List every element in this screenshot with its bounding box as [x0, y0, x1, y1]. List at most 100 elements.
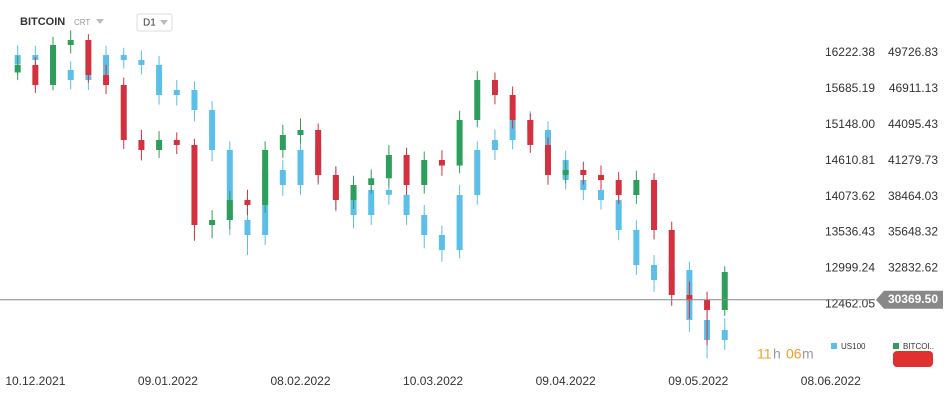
candle-body	[368, 178, 375, 185]
candle-body	[421, 215, 428, 236]
y2-tick-label: 49726.83	[888, 45, 938, 59]
timer-hours: 11	[757, 346, 772, 362]
candle-body	[491, 80, 498, 95]
candle-body	[32, 64, 39, 86]
candle-body	[651, 180, 658, 230]
legend-swatch	[893, 343, 899, 349]
y-tick-label: 12999.24	[825, 261, 875, 275]
candle-body	[721, 330, 728, 340]
candle-body	[191, 89, 198, 111]
candle-body	[191, 145, 198, 225]
y-tick-label: 15685.19	[825, 81, 875, 95]
candle-body	[368, 190, 375, 216]
candle-body	[456, 120, 463, 166]
candle-body	[297, 149, 304, 186]
y-tick-label: 13536.43	[825, 225, 875, 239]
y-tick-label: 12462.05	[825, 296, 875, 310]
candle-body	[474, 149, 481, 196]
candle-body	[438, 235, 445, 251]
candle-body	[704, 299, 711, 310]
candle-body	[209, 219, 216, 225]
timer-minutes: 06	[786, 346, 802, 362]
candle-body	[721, 271, 728, 310]
interval[interactable]: D1	[143, 18, 156, 29]
price-badge	[876, 290, 943, 309]
candle-body	[615, 199, 622, 230]
y-tick-label: 14610.81	[825, 153, 875, 167]
dropdown-caret[interactable]	[160, 20, 168, 25]
x-tick-label: 09.01.2022	[138, 374, 198, 388]
y-tick-label: 15148.00	[825, 117, 875, 131]
candle-body	[668, 229, 675, 295]
candle-body	[85, 40, 92, 76]
x-tick-label: 09.05.2022	[668, 374, 728, 388]
candle-body	[633, 229, 640, 266]
candle-body	[385, 190, 392, 195]
candle-body	[421, 159, 428, 185]
candle-body	[138, 139, 145, 151]
candle-body	[580, 170, 587, 176]
candle-body	[279, 170, 286, 186]
y2-tick-label: 44095.43	[888, 117, 938, 131]
x-tick-label: 08.02.2022	[270, 374, 330, 388]
candle-body	[474, 80, 481, 121]
candle-body	[527, 120, 534, 146]
y-tick-label: 14073.62	[825, 189, 875, 203]
candle-body	[598, 190, 605, 200]
symbol[interactable]: BITCOIN	[20, 16, 65, 28]
dropdown-caret[interactable]	[96, 19, 104, 24]
candle-body	[209, 110, 216, 150]
y2-tick-label: 32832.62	[888, 261, 938, 275]
candle-body	[544, 145, 551, 176]
candle-body	[262, 150, 269, 205]
current-price-label: 30369.50	[888, 292, 938, 306]
y2-tick-label: 41279.73	[888, 153, 938, 167]
candle-body	[456, 195, 463, 251]
candle-body	[403, 194, 410, 216]
candle-body	[598, 175, 605, 181]
candle-body	[615, 180, 622, 195]
candle-body	[173, 139, 180, 146]
y2-tick-label: 46911.13	[889, 81, 938, 95]
timer-m: m	[802, 346, 814, 362]
candle-body	[156, 139, 163, 151]
x-tick-label: 10.03.2022	[403, 374, 463, 388]
candle-body	[244, 199, 251, 205]
candle-body	[491, 140, 498, 150]
candle-body	[156, 64, 163, 95]
candle-body	[226, 199, 233, 220]
candle-body	[120, 85, 127, 140]
sell-button[interactable]	[893, 351, 933, 367]
candle-body	[226, 149, 233, 221]
candle-body	[120, 55, 127, 60]
x-tick-label: 09.04.2022	[536, 374, 596, 388]
candle-body	[67, 40, 74, 46]
candle-body	[332, 175, 339, 200]
candle-body	[315, 129, 322, 176]
candle-body	[279, 134, 286, 151]
candle-body	[509, 119, 516, 141]
candle-body	[633, 180, 640, 195]
candle-body	[14, 64, 21, 73]
timer-h: h	[773, 346, 781, 362]
candle-body	[580, 180, 587, 191]
candle-body	[67, 70, 74, 81]
candle-body	[244, 220, 251, 236]
y2-tick-label: 38464.03	[888, 189, 938, 203]
candle-body	[438, 159, 445, 166]
interval-box[interactable]	[136, 13, 173, 32]
candle-body	[562, 170, 569, 176]
y-tick-label: 16222.38	[825, 45, 875, 59]
candle-body	[686, 294, 693, 300]
candle-body	[173, 89, 180, 95]
x-tick-label: 08.06.2022	[801, 374, 861, 388]
mode[interactable]: CRT	[74, 18, 90, 27]
candle-body	[350, 185, 357, 200]
x-tick-label: 10.12.2021	[5, 374, 65, 388]
legend-swatch	[831, 343, 837, 349]
candle-body	[50, 45, 57, 86]
legend-label: US100	[841, 342, 866, 351]
candle-body	[297, 129, 304, 135]
